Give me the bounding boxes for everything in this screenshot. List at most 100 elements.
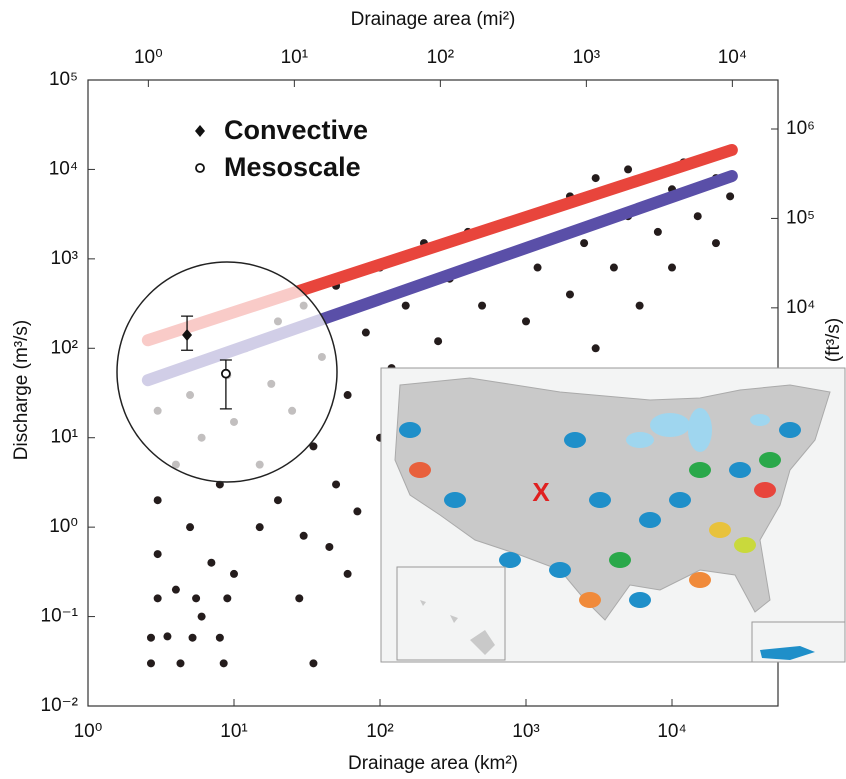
data-point: [198, 613, 206, 621]
map-basin: [579, 592, 601, 608]
data-point: [163, 632, 171, 640]
map-basin: [549, 562, 571, 578]
map-basin: [399, 422, 421, 438]
data-point: [325, 543, 333, 551]
data-point: [309, 659, 317, 667]
legend-marker: [196, 164, 204, 172]
map-basin: [444, 492, 466, 508]
map-lake: [750, 414, 770, 426]
data-point: [154, 496, 162, 504]
map-basin: [689, 462, 711, 478]
data-point: [207, 559, 215, 567]
data-point: [220, 659, 228, 667]
data-point: [402, 302, 410, 310]
data-point: [176, 659, 184, 667]
map-basin: [734, 537, 756, 553]
y2-tick-label: 10⁵: [786, 207, 815, 228]
map-lake: [688, 408, 712, 452]
x2-tick-label: 10²: [427, 47, 454, 68]
x-tick-label: 10¹: [220, 721, 247, 742]
data-point: [522, 317, 530, 325]
y-tick-label: 10⁻²: [41, 695, 79, 716]
legend-label: Convective: [224, 115, 368, 145]
map-basin: [639, 512, 661, 528]
data-point: [154, 550, 162, 558]
figure: Drainage area (mi²) Drainage area (km²) …: [0, 0, 846, 779]
data-point: [712, 239, 720, 247]
x-tick-label: 10⁰: [74, 721, 103, 742]
data-point: [300, 532, 308, 540]
x2-axis-title: Drainage area (mi²): [351, 9, 516, 30]
marker: [222, 370, 230, 378]
x2-tick-label: 10⁰: [134, 47, 163, 68]
data-point: [332, 480, 340, 488]
x2-tick-label: 10³: [573, 47, 600, 68]
data-point: [636, 302, 644, 310]
data-point: [353, 507, 361, 515]
map-inset: X: [381, 368, 845, 662]
data-point: [668, 264, 676, 272]
data-point: [172, 586, 180, 594]
map-basin: [629, 592, 651, 608]
data-point: [726, 192, 734, 200]
x2-tick-label: 10¹: [281, 47, 308, 68]
data-point: [344, 570, 352, 578]
data-point: [580, 239, 588, 247]
y-axis-title: Discharge (m³/s): [11, 320, 32, 460]
data-point: [694, 212, 702, 220]
data-point: [478, 302, 486, 310]
data-point: [344, 391, 352, 399]
data-point: [192, 594, 200, 602]
data-point: [654, 228, 662, 236]
data-point: [274, 496, 282, 504]
data-point: [147, 659, 155, 667]
y2-tick-label: 10⁶: [786, 118, 815, 139]
y2-tick-label: 10⁴: [786, 297, 815, 318]
data-point: [223, 594, 231, 602]
data-point: [154, 594, 162, 602]
map-basin: [669, 492, 691, 508]
data-point: [147, 634, 155, 642]
map-marker: X: [532, 477, 550, 507]
map-basin: [779, 422, 801, 438]
data-point: [230, 570, 238, 578]
y-tick-label: 10²: [51, 337, 78, 358]
legend-label: Mesoscale: [224, 152, 361, 182]
data-point: [592, 344, 600, 352]
data-point: [592, 174, 600, 182]
x-axis-title: Drainage area (km²): [348, 753, 518, 774]
data-point: [295, 594, 303, 602]
data-point: [566, 290, 574, 298]
map-basin: [759, 452, 781, 468]
x-tick-label: 10²: [366, 721, 393, 742]
y2-axis-title: (ft³/s): [823, 318, 844, 362]
map-basin: [564, 432, 586, 448]
data-point: [256, 523, 264, 531]
data-point: [186, 523, 194, 531]
y-tick-label: 10⁰: [49, 516, 78, 537]
legend-marker: [195, 125, 205, 137]
map-basin: [499, 552, 521, 568]
map-lake: [650, 413, 690, 437]
map-basin: [609, 552, 631, 568]
x-tick-label: 10³: [512, 721, 539, 742]
y-tick-label: 10¹: [51, 427, 78, 448]
data-point: [216, 634, 224, 642]
data-point: [624, 165, 632, 173]
data-point: [362, 329, 370, 337]
map-basin: [709, 522, 731, 538]
data-point: [189, 634, 197, 642]
x2-tick-label: 10⁴: [718, 47, 747, 68]
map-basin: [754, 482, 776, 498]
x-tick-label: 10⁴: [657, 721, 686, 742]
map-basin: [729, 462, 751, 478]
map-lake: [626, 432, 654, 448]
data-point: [434, 337, 442, 345]
y-tick-label: 10⁻¹: [41, 606, 79, 627]
y-tick-label: 10⁴: [49, 158, 78, 179]
data-point: [534, 264, 542, 272]
y-tick-label: 10³: [51, 248, 78, 269]
map-basin: [689, 572, 711, 588]
y-tick-label: 10⁵: [49, 69, 78, 90]
map-basin: [589, 492, 611, 508]
